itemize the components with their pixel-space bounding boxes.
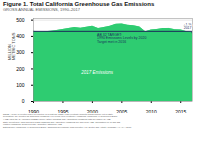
svg-text:2015: 2015	[175, 109, 186, 113]
svg-text:200: 200	[16, 65, 25, 71]
svg-text:2010: 2010	[146, 109, 157, 113]
svg-text:AB 32 TARGET:1990 Emissions Le: AB 32 TARGET:1990 Emissions Levels by 20…	[97, 33, 146, 44]
svg-text:MILLIONMETRIC TONS: MILLIONMETRIC TONS	[7, 32, 17, 60]
svg-text:300: 300	[16, 49, 25, 55]
svg-text:100: 100	[16, 82, 25, 88]
svg-text:2005: 2005	[116, 109, 127, 113]
svg-text:1995: 1995	[57, 109, 68, 113]
svg-text:+1.%2017: +1.%2017	[183, 23, 191, 31]
svg-text:500: 500	[16, 16, 25, 22]
svg-text:0: 0	[22, 98, 25, 104]
svg-text:2017 Emissions: 2017 Emissions	[80, 70, 114, 75]
svg-text:1990: 1990	[28, 109, 39, 113]
html-text:GROSS ANNUAL EMISSIONS, 1990–2: GROSS ANNUAL EMISSIONS, 1990–2017	[3, 6, 80, 12]
svg-text:400: 400	[16, 33, 25, 39]
html-text:NOTE: As use of electric power: NOTE: As use of electric power is report…	[3, 112, 132, 128]
svg-text:2000: 2000	[87, 109, 98, 113]
html-text:Figure 1. Total California Gre: Figure 1. Total California Greenhouse Ga…	[3, 1, 155, 7]
